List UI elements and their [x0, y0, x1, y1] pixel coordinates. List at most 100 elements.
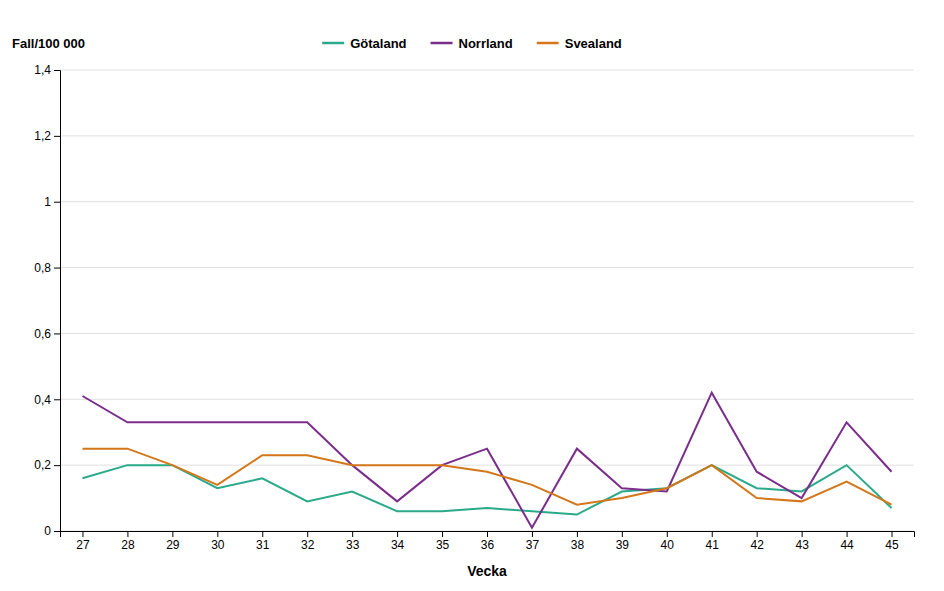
grid-line: [60, 399, 914, 400]
x-tick-label: 45: [885, 538, 899, 552]
x-tick: 35: [436, 531, 450, 552]
x-tick-label: 27: [76, 538, 90, 552]
grid-line: [60, 135, 914, 136]
x-tick-mark: [217, 531, 218, 537]
x-tick: 32: [301, 531, 315, 552]
y-tick-label: 1: [44, 195, 51, 209]
x-tick-label: 42: [751, 538, 765, 552]
y-tick: 0,2: [34, 458, 60, 472]
x-axis: 27 28 29 30 31 32 33 34 35 36 37 38 39 40 41 42 43 44 45: [61, 531, 915, 552]
legend-item: Götaland: [322, 36, 406, 51]
x-tick-mark: [397, 531, 398, 537]
x-tick-mark: [442, 531, 443, 537]
y-tick: 1: [44, 195, 60, 209]
y-tick-label: 0: [44, 524, 51, 538]
x-tick: 30: [211, 531, 225, 552]
legend-label: Svealand: [565, 36, 622, 51]
x-tick: 42: [751, 531, 765, 552]
x-tick: 36: [481, 531, 495, 552]
x-tick: 27: [76, 531, 90, 552]
x-tick-mark: [847, 531, 848, 537]
x-tick-mark: [892, 531, 893, 537]
x-tick-mark: [622, 531, 623, 537]
x-tick-mark: [172, 531, 173, 537]
y-tick: 0,6: [34, 327, 60, 341]
x-tick: 29: [166, 531, 180, 552]
x-tick-label: 29: [166, 538, 180, 552]
y-tick-mark: [54, 399, 60, 400]
x-tick-label: 31: [256, 538, 270, 552]
y-tick: 0,8: [34, 261, 60, 275]
y-tick-mark: [54, 531, 60, 532]
x-tick-mark: [577, 531, 578, 537]
line: [82, 449, 891, 505]
y-tick: 0,4: [34, 393, 60, 407]
x-tick-mark: [667, 531, 668, 537]
y-tick-mark: [54, 333, 60, 334]
lines: [82, 393, 891, 528]
legend-swatch: [431, 42, 453, 45]
x-tick-label: 30: [211, 538, 225, 552]
x-tick-mark: [802, 531, 803, 537]
y-tick: 0: [44, 524, 60, 538]
x-tick: 34: [391, 531, 405, 552]
x-tick-label: 36: [481, 538, 495, 552]
y-tick-mark: [54, 70, 60, 71]
x-tick: 37: [526, 531, 540, 552]
x-tick-mark: [532, 531, 533, 537]
x-tick-label: 37: [526, 538, 540, 552]
x-tick-label: 40: [661, 538, 675, 552]
x-tick-mark: [487, 531, 488, 537]
x-tick-label: 35: [436, 538, 450, 552]
y-axis: 0 0,2 0,4 0,6 0,8 1 1,2 1,4: [34, 63, 60, 538]
x-tick: 43: [795, 531, 809, 552]
x-tick-label: 33: [346, 538, 360, 552]
x-tick-label: 44: [840, 538, 854, 552]
x-tick: 45: [885, 531, 899, 552]
x-tick-mark: [712, 531, 713, 537]
grid-line: [60, 70, 914, 71]
y-tick-label: 1,4: [34, 63, 51, 77]
legend-swatch: [537, 42, 559, 45]
x-tick-label: 43: [795, 538, 809, 552]
x-tick-mark: [127, 531, 128, 537]
grid: [60, 70, 914, 531]
x-tick-label: 39: [616, 538, 630, 552]
x-tick-label: 34: [391, 538, 405, 552]
y-tick-label: 0,4: [34, 393, 51, 407]
x-tick: 41: [706, 531, 720, 552]
x-tick-mark: [262, 531, 263, 537]
x-tick: 44: [840, 531, 854, 552]
y-tick-mark: [54, 202, 60, 203]
x-tick-label: 28: [121, 538, 135, 552]
plot-area: 2728293031323334353637383940414243444500…: [34, 63, 914, 579]
legend-label: Götaland: [350, 36, 406, 51]
x-tick: 40: [661, 531, 675, 552]
legend-item: Svealand: [537, 36, 622, 51]
y-tick: 1,4: [34, 63, 60, 77]
grid-line: [60, 267, 914, 268]
x-tick-mark: [82, 531, 83, 537]
x-tick-mark: [757, 531, 758, 537]
grid-line: [60, 201, 914, 202]
x-tick-mark: [307, 531, 308, 537]
x-tick: 33: [346, 531, 360, 552]
x-tick: 31: [256, 531, 270, 552]
x-tick-label: 38: [571, 538, 585, 552]
y-tick-label: 0,2: [34, 458, 51, 472]
x-axis-title: Vecka: [467, 563, 507, 579]
y-tick-mark: [54, 268, 60, 269]
y-tick-label: 1,2: [34, 129, 51, 143]
x-axis-line: [61, 532, 915, 538]
x-tick: 38: [571, 531, 585, 552]
line: [82, 393, 891, 528]
y-tick: 1,2: [34, 129, 60, 143]
x-tick-mark: [352, 531, 353, 537]
x-tick-label: 32: [301, 538, 315, 552]
legend-item: Norrland: [431, 36, 513, 51]
y-tick-label: 0,6: [34, 327, 51, 341]
grid-line: [60, 465, 914, 466]
y-axis-line: [54, 71, 61, 532]
x-tick: 28: [121, 531, 135, 552]
legend: Götaland Norrland Svealand: [322, 36, 622, 51]
